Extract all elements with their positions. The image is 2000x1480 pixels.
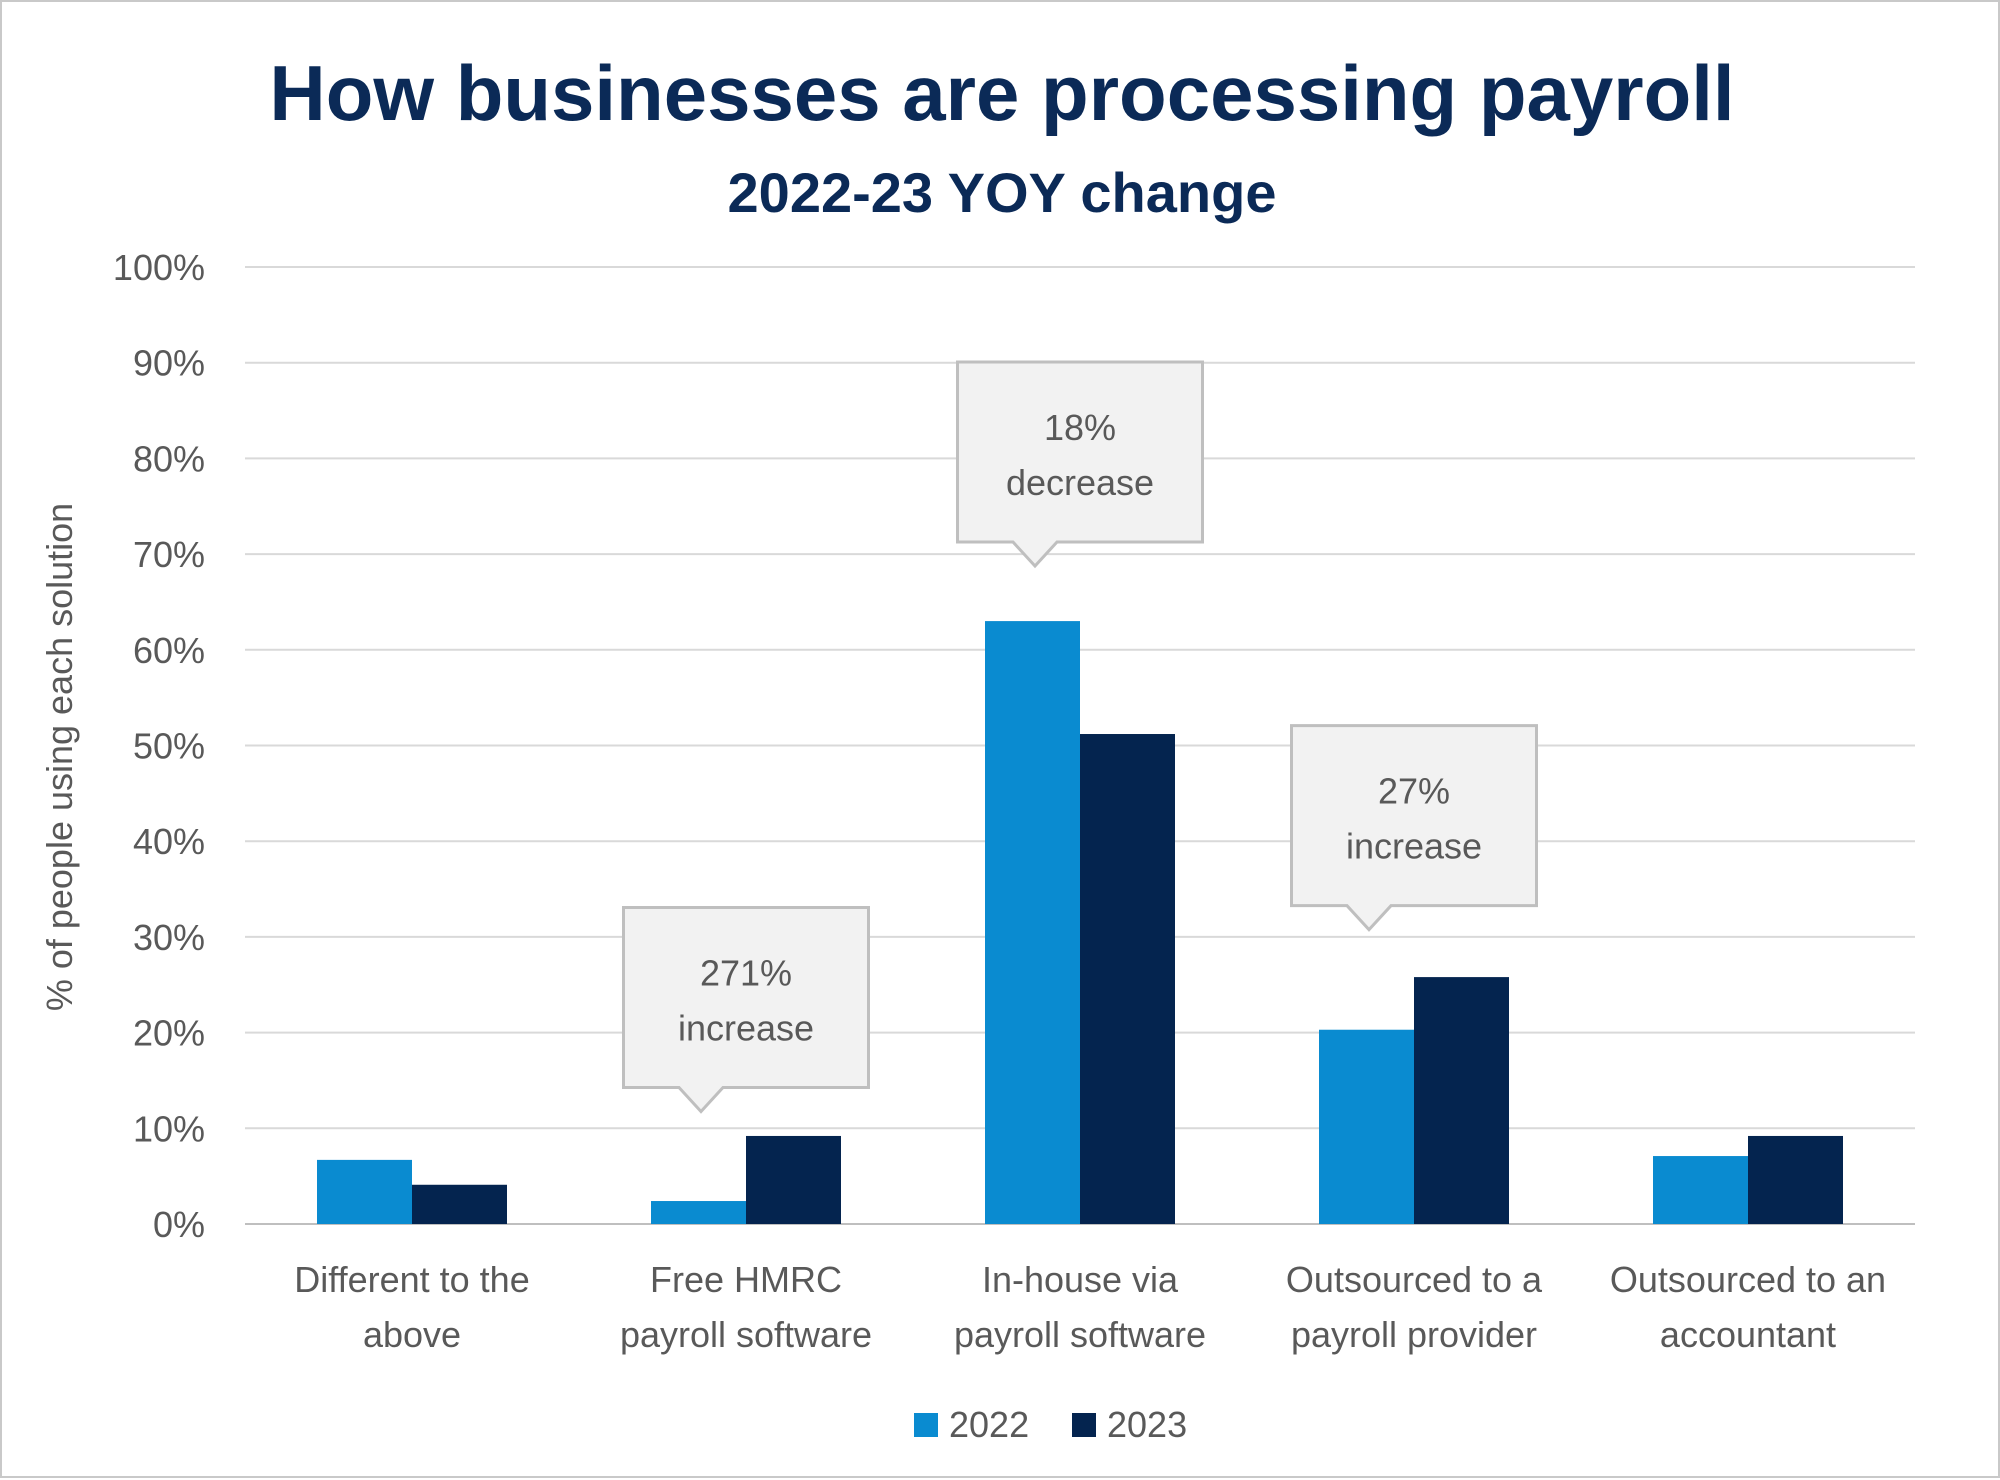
bar-2022 [1319, 1029, 1414, 1224]
category-label: accountant [1660, 1314, 1836, 1355]
legend: 2022 2023 [914, 1404, 1187, 1445]
y-tick-label: 0% [153, 1204, 205, 1245]
y-axis-label: % of people using each solution [39, 503, 80, 1011]
y-tick-label: 60% [133, 630, 205, 671]
y-tick-label: 50% [133, 726, 205, 767]
callouts: 271% increase 18% decrease 27% increase [622, 360, 1538, 1114]
callout-box [1290, 724, 1538, 932]
y-tick-label: 90% [133, 343, 205, 384]
category-label: Outsourced to an [1610, 1259, 1886, 1300]
callout-text: increase [678, 1008, 814, 1049]
category-label: Free HMRC [650, 1259, 842, 1300]
y-tick-label: 80% [133, 438, 205, 479]
category-labels: Different to the above Free HMRC payroll so… [294, 1259, 1886, 1355]
callout-text: decrease [1006, 462, 1154, 503]
legend-swatch [914, 1413, 938, 1437]
legend-label: 2023 [1107, 1404, 1187, 1445]
legend-label: 2022 [949, 1404, 1029, 1445]
bar-2022 [317, 1159, 412, 1224]
chart-subtitle: 2022-23 YOY change [728, 161, 1277, 224]
callout-box [956, 360, 1204, 569]
callout-text: 18% [1044, 407, 1116, 448]
bar-2023 [746, 1135, 841, 1224]
callout-text: increase [1346, 826, 1482, 867]
category-label: payroll software [954, 1314, 1206, 1355]
bar-2023 [1748, 1135, 1843, 1224]
chart-title: How businesses are processing payroll [269, 49, 1734, 137]
category-label: Different to the [294, 1259, 529, 1300]
bar-2022 [985, 621, 1080, 1224]
y-tick-label: 30% [133, 917, 205, 958]
y-tick-label: 40% [133, 821, 205, 862]
category-label: payroll software [620, 1314, 872, 1355]
bar-2023 [412, 1184, 507, 1224]
category-label: In-house via [982, 1259, 1179, 1300]
y-tick-label: 70% [133, 534, 205, 575]
callout-box [622, 906, 870, 1114]
y-tick-labels: 0% 10% 20% 30% 40% 50% 60% 70% 80% 90% 100% [113, 247, 205, 1245]
legend-swatch [1072, 1413, 1096, 1437]
bar-2022 [651, 1201, 746, 1224]
category-label: payroll provider [1291, 1314, 1537, 1355]
category-label: Outsourced to a [1286, 1259, 1543, 1300]
bar-2022 [1653, 1156, 1748, 1224]
bar-2023 [1414, 977, 1509, 1224]
y-tick-label: 20% [133, 1013, 205, 1054]
category-label: above [363, 1314, 461, 1355]
y-tick-label: 100% [113, 247, 205, 288]
callout-text: 27% [1378, 771, 1450, 812]
callout-text: 271% [700, 953, 792, 994]
y-tick-label: 10% [133, 1108, 205, 1149]
bars [317, 621, 1843, 1224]
bar-2023 [1080, 734, 1175, 1224]
